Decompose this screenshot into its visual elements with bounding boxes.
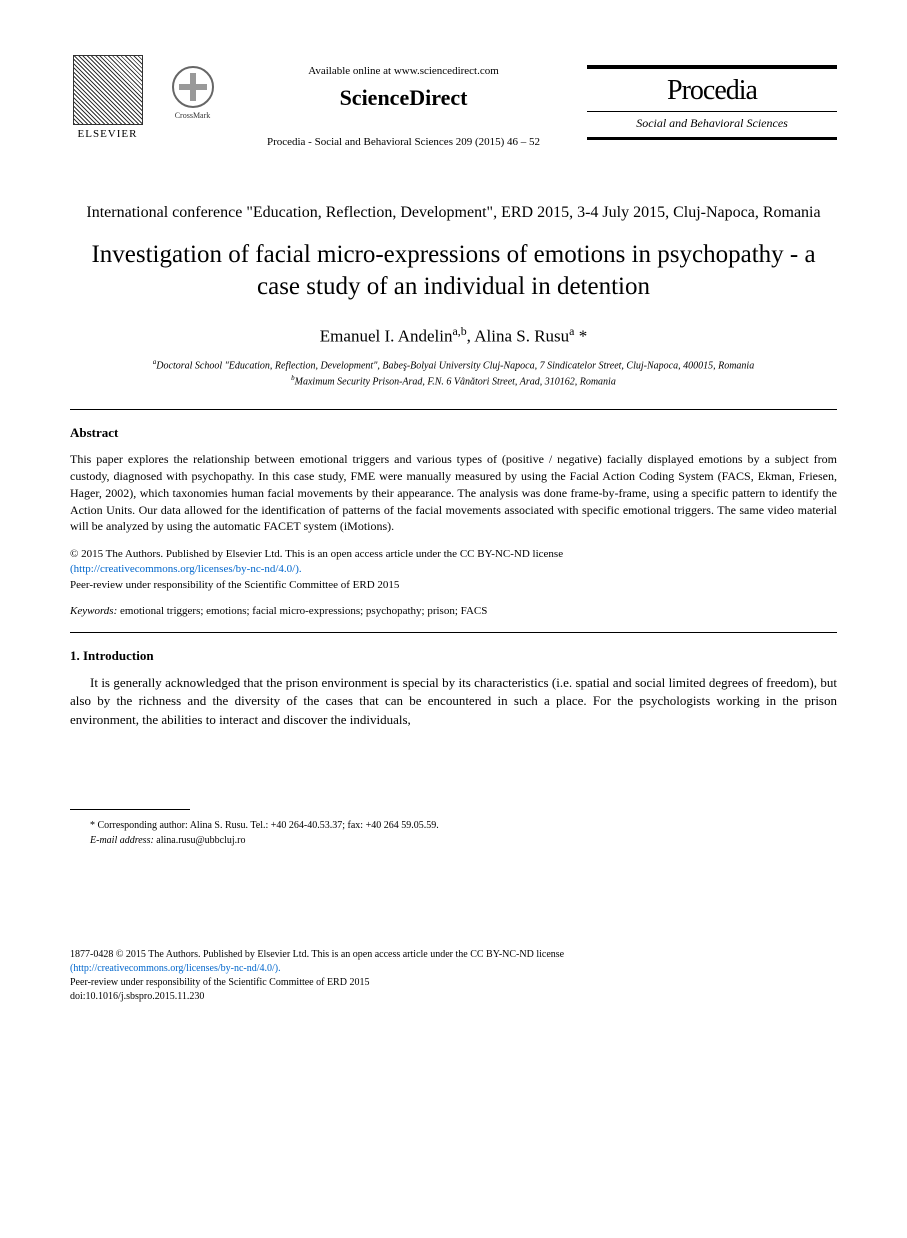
elsevier-tree-icon: [73, 55, 143, 125]
divider-bottom: [70, 632, 837, 633]
affiliations: aDoctoral School "Education, Reflection,…: [70, 358, 837, 389]
crossmark-circle-icon: [172, 66, 214, 108]
citation-line: Procedia - Social and Behavioral Science…: [220, 136, 587, 148]
divider-top: [70, 409, 837, 410]
procedia-title: Procedia: [587, 75, 837, 107]
abstract-text: This paper explores the relationship bet…: [70, 451, 837, 535]
doi: doi:10.1016/j.sbspro.2015.11.230: [70, 991, 204, 1002]
elsevier-label: ELSEVIER: [78, 128, 138, 140]
keywords-line: Keywords: emotional triggers; emotions; …: [70, 605, 837, 617]
page-container: ELSEVIER CrossMark Available online at w…: [0, 0, 907, 1044]
abstract-heading: Abstract: [70, 425, 837, 441]
header-left: ELSEVIER CrossMark: [70, 50, 220, 140]
footer-block: 1877-0428 © 2015 The Authors. Published …: [70, 948, 837, 1004]
available-online-text: Available online at www.sciencedirect.co…: [220, 65, 587, 77]
author-2: , Alina S. Rusu: [467, 326, 570, 345]
author-1: Emanuel I. Andelin: [320, 326, 453, 345]
email-label: E-mail address:: [90, 835, 154, 846]
email-line: E-mail address: alina.rusu@ubbcluj.ro: [90, 833, 837, 848]
footer-peer-review: Peer-review under responsibility of the …: [70, 977, 369, 988]
footer-license-link[interactable]: (http://creativecommons.org/licenses/by-…: [70, 963, 281, 974]
email-address: alina.rusu@ubbcluj.ro: [154, 835, 246, 846]
header-row: ELSEVIER CrossMark Available online at w…: [70, 50, 837, 148]
author-1-sup: a,b: [452, 324, 466, 338]
keywords-label: Keywords:: [70, 605, 117, 617]
header-center: Available online at www.sciencedirect.co…: [220, 50, 587, 148]
keywords-text: emotional triggers; emotions; facial mic…: [117, 605, 487, 617]
corresponding-asterisk: *: [574, 326, 587, 345]
article-title: Investigation of facial micro-expression…: [70, 239, 837, 304]
authors-line: Emanuel I. Andelina,b, Alina S. Rusua *: [70, 324, 837, 347]
introduction-heading: 1. Introduction: [70, 648, 837, 664]
sciencedirect-logo-text: ScienceDirect: [220, 85, 587, 111]
peer-review-line: Peer-review under responsibility of the …: [70, 579, 399, 591]
conference-info: International conference "Education, Ref…: [70, 203, 837, 224]
elsevier-logo: ELSEVIER: [70, 50, 145, 140]
procedia-box: Procedia Social and Behavioral Sciences: [587, 65, 837, 140]
corresponding-author: * Corresponding author: Alina S. Rusu. T…: [90, 818, 837, 833]
copyright-block: © 2015 The Authors. Published by Elsevie…: [70, 547, 837, 593]
crossmark-label: CrossMark: [175, 111, 211, 120]
license-link[interactable]: (http://creativecommons.org/licenses/by-…: [70, 563, 302, 575]
footnote-divider: [70, 809, 190, 810]
footnote-block: * Corresponding author: Alina S. Rusu. T…: [70, 818, 837, 848]
copyright-line1: © 2015 The Authors. Published by Elsevie…: [70, 548, 563, 560]
affiliation-a: aDoctoral School "Education, Reflection,…: [70, 358, 837, 373]
crossmark-logo[interactable]: CrossMark: [165, 60, 220, 125]
introduction-text: It is generally acknowledged that the pr…: [70, 674, 837, 729]
header-right: Procedia Social and Behavioral Sciences: [587, 65, 837, 140]
affiliation-b: bMaximum Security Prison-Arad, F.N. 6 Vâ…: [70, 374, 837, 389]
footer-line1: 1877-0428 © 2015 The Authors. Published …: [70, 949, 564, 960]
procedia-subtitle: Social and Behavioral Sciences: [587, 111, 837, 131]
